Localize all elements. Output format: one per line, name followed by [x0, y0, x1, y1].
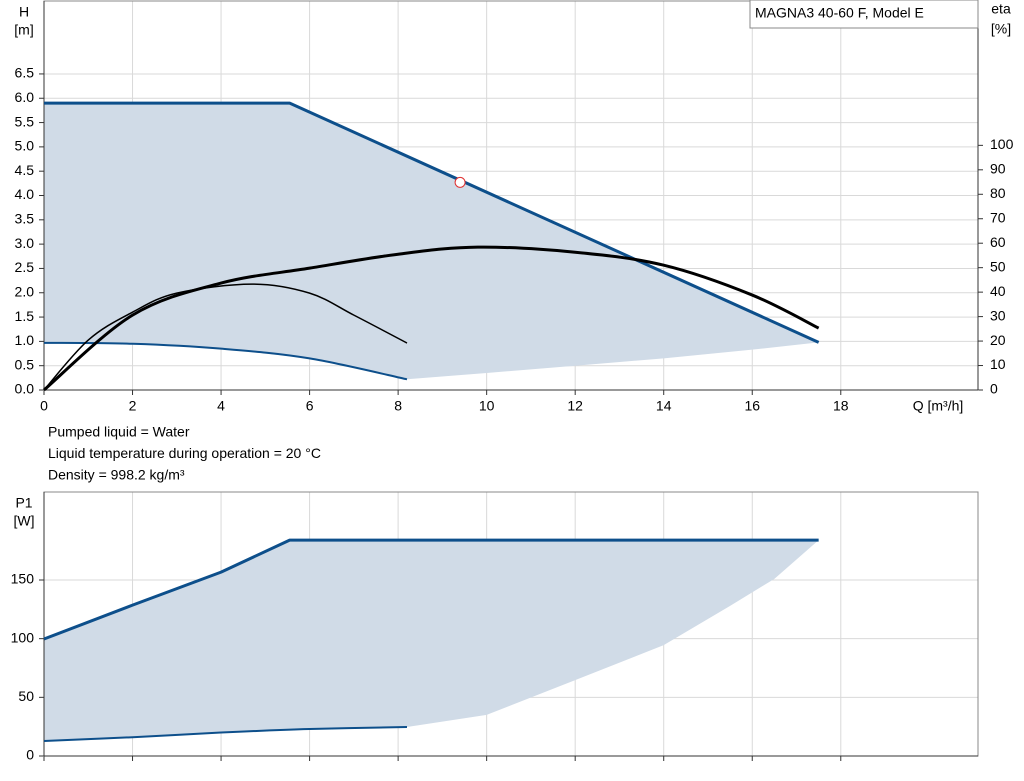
y-tick-label: 0.5 [15, 356, 35, 372]
y2-tick-label: 100 [990, 136, 1014, 152]
y2-axis-label: eta [991, 1, 1011, 17]
y-tick-label: 3.0 [15, 235, 35, 251]
y-tick-label: 2.5 [15, 259, 35, 275]
y-axis-label: [W] [14, 513, 35, 529]
y2-tick-label: 50 [990, 258, 1006, 274]
x-tick-label: 16 [744, 398, 760, 414]
y-tick-label: 150 [11, 571, 35, 587]
y2-tick-label: 30 [990, 307, 1006, 323]
y-tick-label: 1.5 [15, 308, 35, 324]
y-axis-label: H [19, 4, 29, 20]
curve [43, 538, 819, 641]
x-tick-label: 10 [479, 398, 495, 414]
y2-tick-label: 10 [990, 356, 1006, 372]
efficiency-curve [43, 245, 820, 392]
y-tick-label: 5.0 [15, 138, 35, 154]
curve [44, 101, 820, 344]
x-tick-label: 18 [833, 398, 849, 414]
y-tick-label: 2.0 [15, 283, 35, 299]
x-tick-label: 0 [40, 398, 48, 414]
curve [43, 341, 408, 381]
y-tick-label: 0 [26, 747, 34, 763]
x-axis-label: Q [m³/h] [913, 398, 964, 414]
y2-tick-label: 80 [990, 185, 1006, 201]
y2-tick-label: 60 [990, 234, 1006, 250]
title-box [749, 0, 979, 29]
x-tick-label: 6 [306, 398, 314, 414]
efficiency-curve [43, 283, 408, 391]
x-tick-label: 14 [656, 398, 672, 414]
y-tick-label: 4.5 [15, 162, 35, 178]
y-axis-label: [m] [14, 22, 33, 38]
x-tick-label: 2 [129, 398, 137, 414]
duty-point [454, 176, 466, 188]
x-tick-label: 4 [217, 398, 225, 414]
y-tick-label: 3.5 [15, 211, 35, 227]
x-tick-label: 8 [394, 398, 402, 414]
y2-tick-label: 40 [990, 283, 1006, 299]
y2-tick-label: 0 [990, 381, 998, 397]
y2-tick-label: 20 [990, 332, 1006, 348]
y2-axis-label: [%] [991, 21, 1011, 37]
chart-title: MAGNA3 40-60 F, Model E [755, 5, 924, 21]
x-tick-label: 12 [567, 398, 583, 414]
y2-tick-label: 70 [990, 209, 1006, 225]
y-tick-label: 5.5 [15, 113, 35, 129]
y-tick-label: 1.0 [15, 332, 35, 348]
annotation: Liquid temperature during operation = 20… [48, 445, 321, 461]
y-tick-label: 0.0 [15, 381, 35, 397]
curve [43, 726, 407, 742]
y2-tick-label: 90 [990, 161, 1006, 177]
y-axis-label: P1 [15, 495, 32, 511]
annotation: Density = 998.2 kg/m³ [48, 467, 185, 483]
y-tick-label: 4.0 [15, 186, 35, 202]
y-tick-label: 100 [11, 629, 35, 645]
operating-area [44, 540, 819, 741]
y-tick-label: 6.0 [15, 89, 35, 105]
y-tick-label: 6.5 [15, 65, 35, 81]
operating-area [44, 103, 819, 380]
annotation: Pumped liquid = Water [48, 424, 190, 440]
y-tick-label: 50 [18, 688, 34, 704]
